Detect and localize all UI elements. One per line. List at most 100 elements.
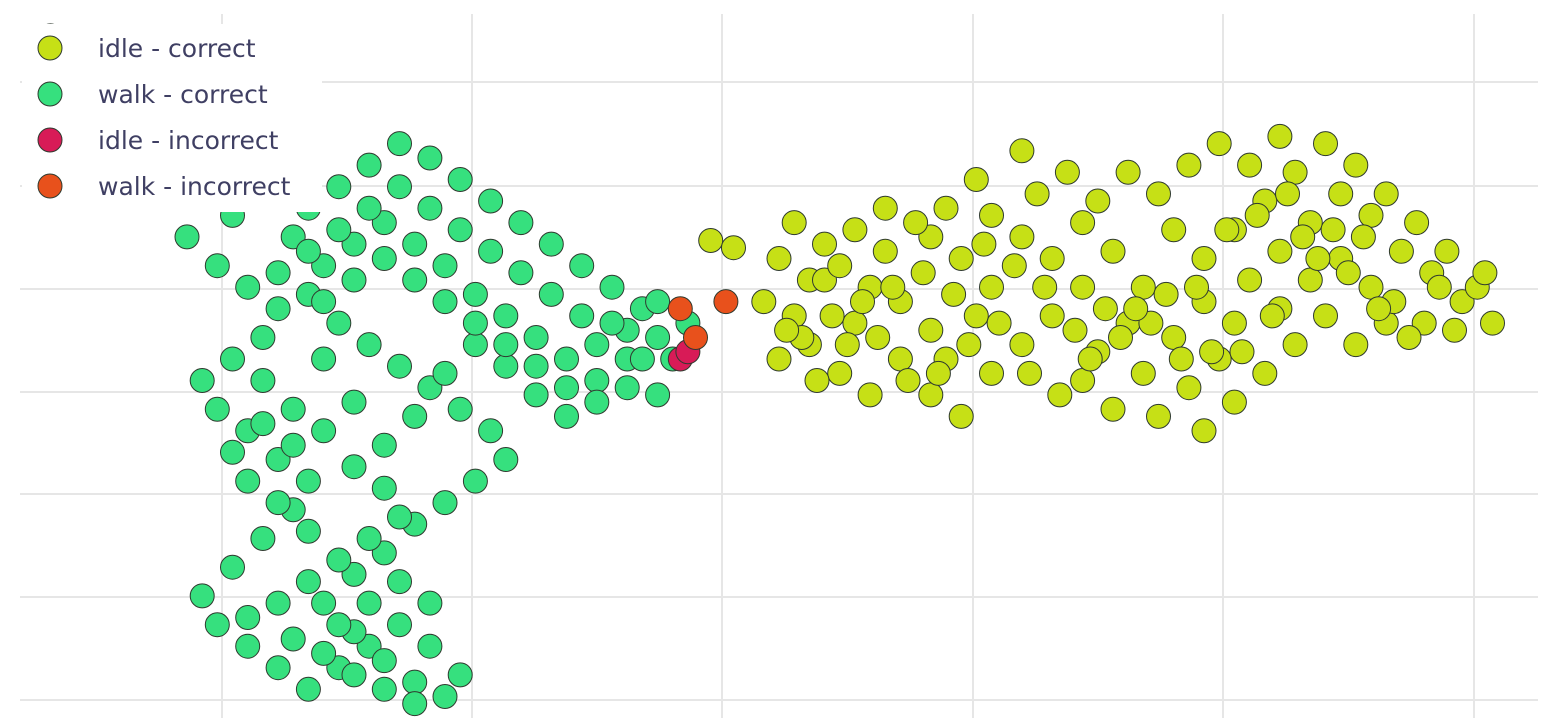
data-point xyxy=(250,325,276,350)
data-point xyxy=(721,235,746,261)
data-point xyxy=(1108,325,1133,350)
data-point xyxy=(356,526,382,551)
data-point xyxy=(1214,217,1240,243)
data-point xyxy=(295,518,321,544)
data-point xyxy=(1168,346,1194,372)
data-point xyxy=(1221,389,1247,415)
data-point xyxy=(250,526,276,551)
legend-label: walk - correct xyxy=(98,80,268,109)
data-point xyxy=(1358,274,1384,300)
data-point xyxy=(538,281,564,307)
data-point xyxy=(493,353,519,379)
legend-item[interactable]: walk - correct xyxy=(37,80,268,109)
data-point xyxy=(1472,260,1498,286)
data-point xyxy=(1221,310,1247,336)
data-point xyxy=(1343,152,1369,178)
data-point xyxy=(1442,317,1467,343)
data-point xyxy=(311,289,337,315)
data-point xyxy=(1237,267,1263,293)
data-point xyxy=(1161,325,1187,350)
data-point xyxy=(204,612,230,638)
data-point xyxy=(842,217,868,243)
data-point xyxy=(1267,123,1293,149)
data-point xyxy=(850,289,875,315)
data-point xyxy=(1032,274,1058,300)
data-point xyxy=(1434,238,1460,264)
data-point xyxy=(402,669,428,695)
data-point xyxy=(417,195,443,221)
data-point xyxy=(979,360,1004,386)
data-point xyxy=(842,310,868,336)
data-point xyxy=(265,296,291,322)
legend-item[interactable]: idle - incorrect xyxy=(37,126,279,155)
data-point xyxy=(280,432,306,458)
data-point xyxy=(781,210,807,236)
data-point xyxy=(220,439,245,465)
data-point xyxy=(280,396,306,422)
data-point xyxy=(1146,403,1171,429)
data-point xyxy=(554,375,579,401)
data-point xyxy=(508,210,534,236)
data-point xyxy=(356,332,382,358)
data-point xyxy=(1252,360,1278,386)
data-point xyxy=(1426,274,1452,300)
data-point xyxy=(1335,260,1361,286)
data-point xyxy=(341,662,367,688)
data-point xyxy=(918,382,944,408)
data-point xyxy=(1092,296,1118,322)
data-point xyxy=(1237,152,1263,178)
data-point xyxy=(402,231,428,257)
data-point xyxy=(493,447,519,472)
data-point xyxy=(1161,217,1187,243)
data-point xyxy=(1282,159,1308,185)
data-point xyxy=(827,360,853,386)
data-point xyxy=(1100,396,1126,422)
data-point xyxy=(903,210,929,236)
data-point xyxy=(265,590,291,616)
legend-item[interactable]: walk - incorrect xyxy=(37,172,291,201)
data-point xyxy=(1100,238,1126,264)
data-point xyxy=(447,217,473,243)
data-point xyxy=(683,325,708,350)
legend-background xyxy=(22,24,322,212)
data-point xyxy=(326,174,352,200)
data-point xyxy=(1373,181,1399,207)
data-point xyxy=(986,310,1012,336)
data-point xyxy=(508,260,534,286)
data-point xyxy=(1176,152,1202,178)
data-point xyxy=(584,389,610,415)
legend-item[interactable]: idle - correct xyxy=(37,34,256,63)
data-point xyxy=(880,274,906,300)
data-point xyxy=(295,676,321,702)
legend[interactable]: idle - correct walk - correct idle - incor… xyxy=(22,24,322,212)
data-point xyxy=(1123,296,1149,322)
data-point xyxy=(857,382,883,408)
data-point xyxy=(1199,339,1225,365)
data-point xyxy=(250,411,276,437)
data-point xyxy=(265,260,291,286)
data-point xyxy=(432,253,458,279)
data-point xyxy=(432,490,458,516)
data-point xyxy=(1275,181,1300,207)
data-point xyxy=(447,662,473,688)
data-point xyxy=(295,569,321,595)
data-point xyxy=(766,246,792,271)
data-point xyxy=(341,454,367,480)
data-point xyxy=(387,353,412,379)
data-point xyxy=(523,382,549,408)
data-point xyxy=(326,547,352,573)
data-point xyxy=(204,396,230,422)
data-point xyxy=(295,468,321,494)
data-point xyxy=(341,267,367,293)
data-point xyxy=(462,281,488,307)
data-point xyxy=(584,368,610,393)
legend-label: idle - incorrect xyxy=(98,126,279,155)
data-point xyxy=(1024,181,1050,207)
data-point xyxy=(910,260,936,286)
data-point xyxy=(1358,202,1384,228)
data-point xyxy=(326,217,352,243)
data-point xyxy=(538,231,564,257)
data-point xyxy=(554,403,579,429)
data-point xyxy=(1039,303,1065,329)
data-point xyxy=(1130,274,1156,300)
